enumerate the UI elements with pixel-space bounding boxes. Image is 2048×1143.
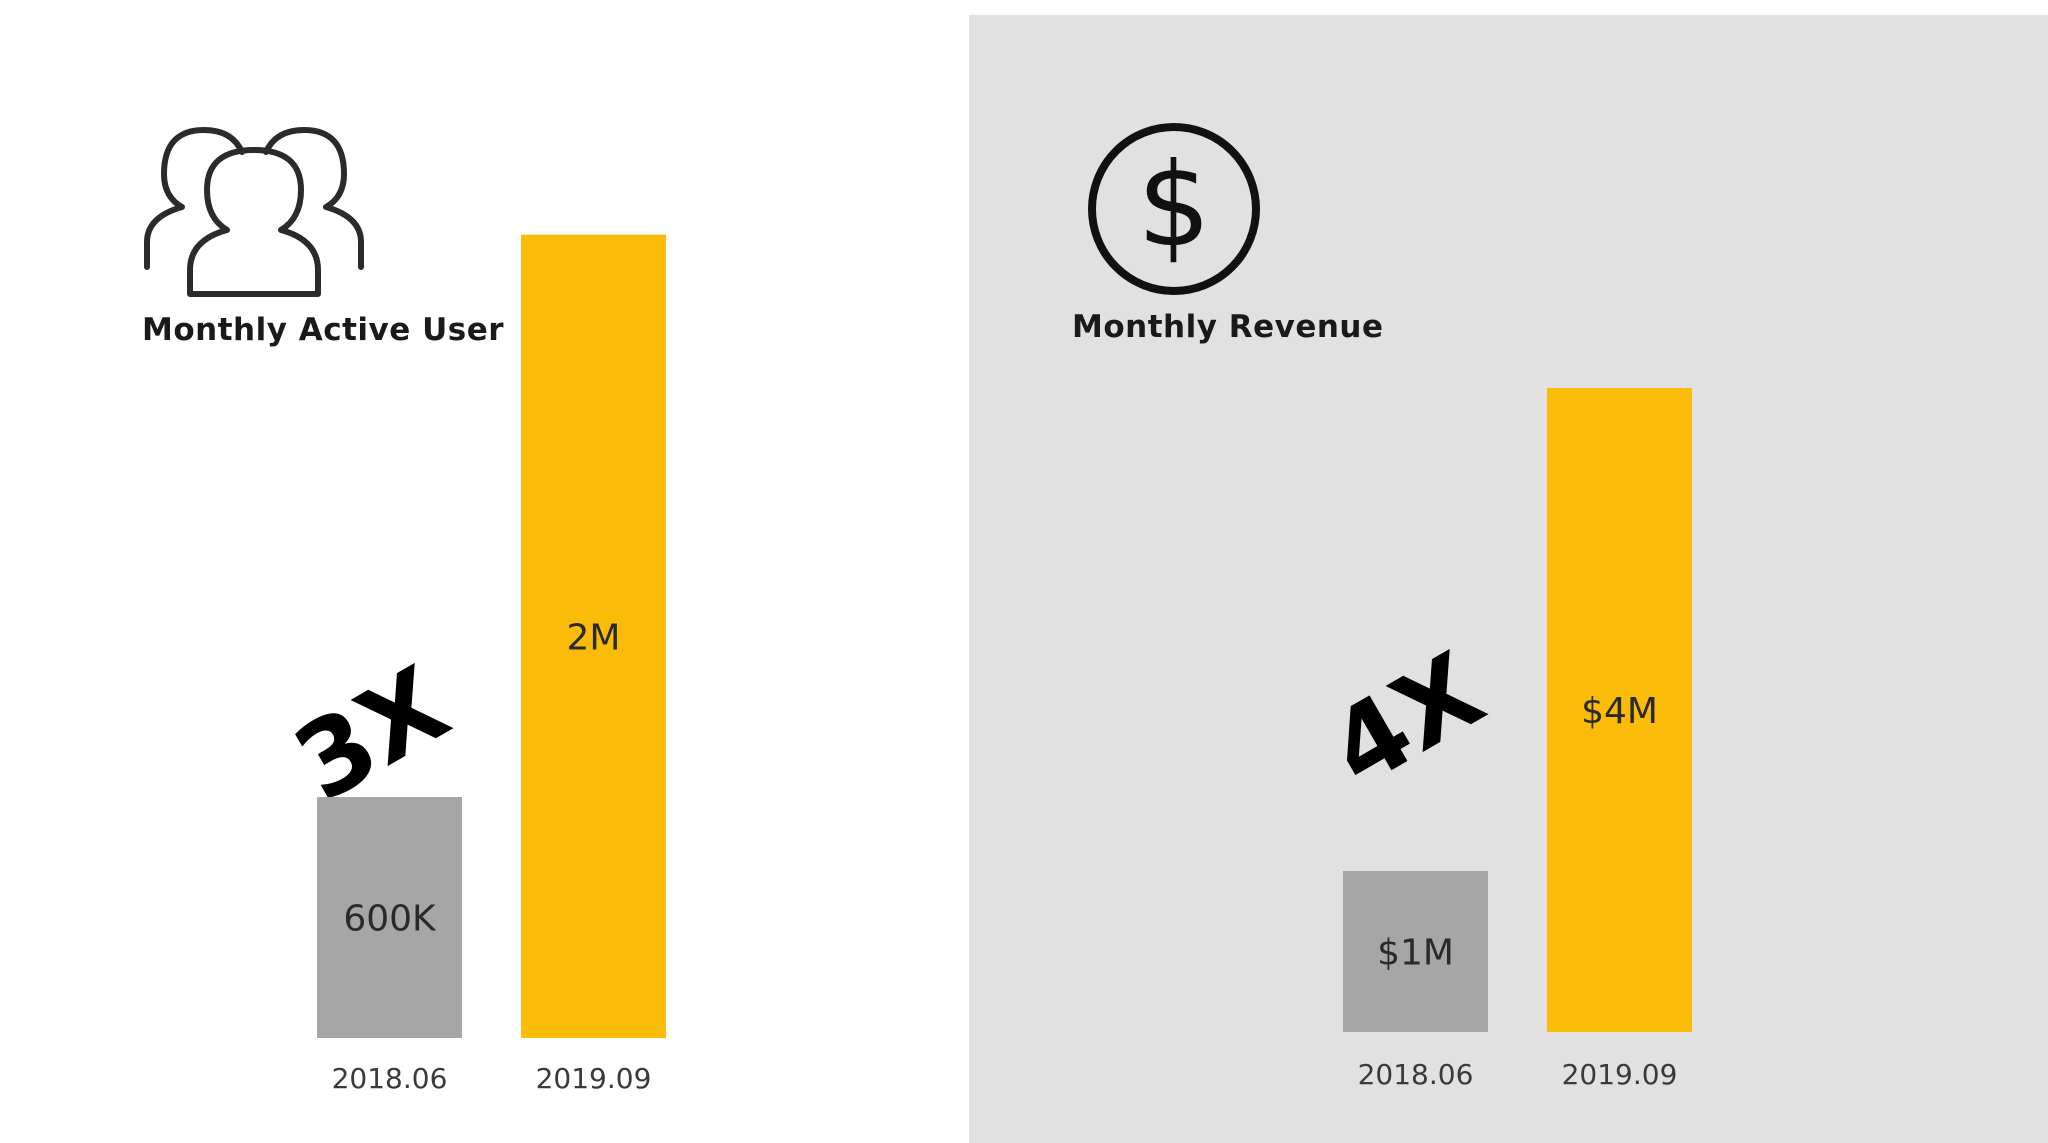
users-bar-2018.06 [317,797,462,1038]
users-bar-label-2019.09: 2M [567,617,621,658]
users-bar-2019.09 [521,234,666,1038]
revenue-title: Monthly Revenue [1072,309,1384,345]
svg-text:$: $ [1137,138,1211,273]
users-category-label-2018.06: 2018.06 [332,1062,448,1095]
users-multiplier: 3X [274,643,468,825]
users-title: Monthly Active User [142,312,505,348]
revenue-panel-background [969,15,2048,1143]
users-icon [142,122,366,297]
dollar-circle-icon: $ [1086,121,1262,297]
users-category-label-2019.09: 2019.09 [536,1062,652,1095]
users-bar-label-2018.06: 600K [343,899,437,940]
